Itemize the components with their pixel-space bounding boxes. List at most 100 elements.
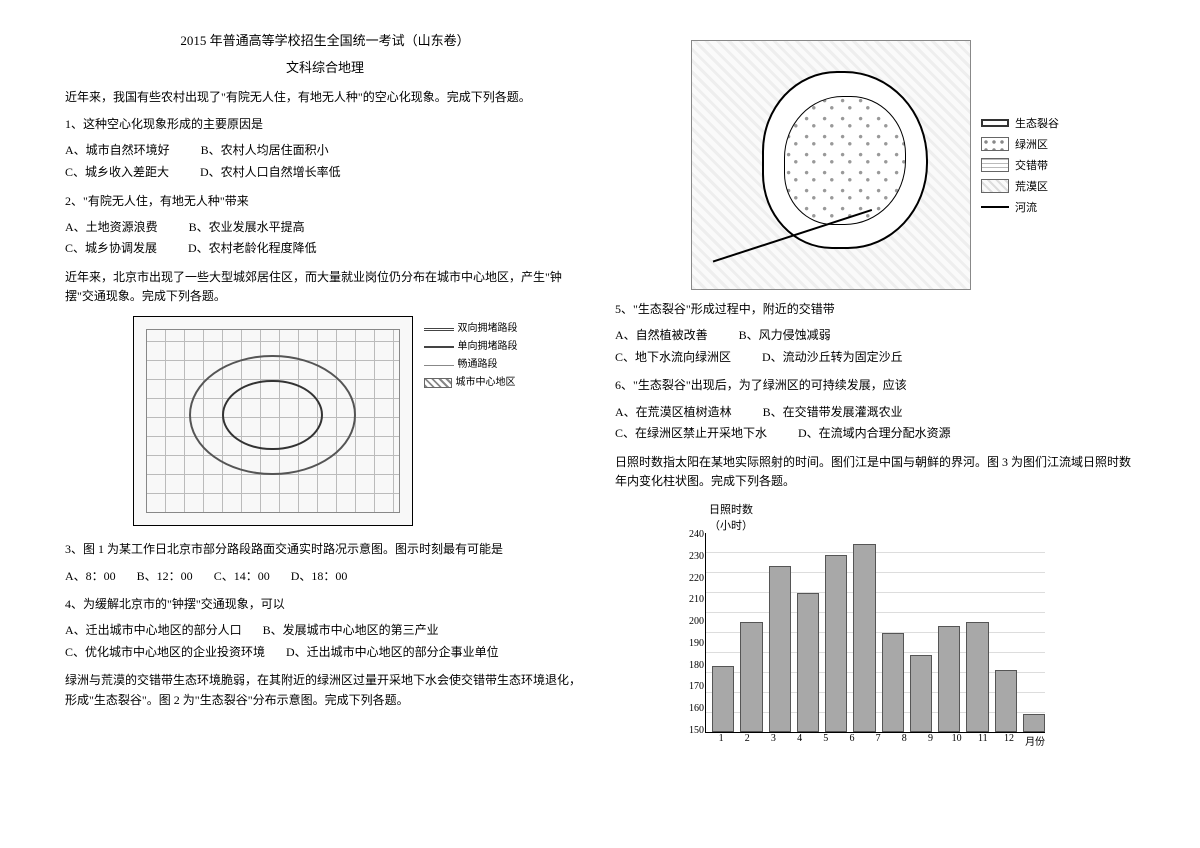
chart-title-1: 日照时数 [709, 501, 1045, 517]
exam-title-2: 文科综合地理 [65, 57, 585, 76]
figure-1: 双向拥堵路段 单向拥堵路段 畅通路段 城市中心地区 [65, 316, 585, 530]
chart-xtick: 5 [816, 733, 836, 748]
q6-opt-b: B、在交错带发展灌溉农业 [763, 402, 903, 424]
exam-title-1: 2015 年普通高等学校招生全国统一考试（山东卷） [65, 30, 585, 49]
chart-bar [740, 622, 762, 733]
q1-stem: 1、这种空心化现象形成的主要原因是 [65, 115, 585, 134]
q2-opt-a: A、土地资源浪费 [65, 217, 158, 239]
q4-opt-d: D、迁出城市中心地区的部分企事业单位 [286, 642, 499, 664]
chart-bar [825, 555, 847, 732]
q5-options: A、自然植被改善 B、风力侵蚀减弱 C、地下水流向绿洲区 D、流动沙丘转为固定沙… [615, 325, 1135, 368]
chart-ytick: 220 [674, 573, 704, 584]
q6-opt-d: D、在流域内合理分配水资源 [798, 423, 951, 445]
chart-bar [938, 626, 960, 732]
q3-options: A、8：00 B、12：00 C、14：00 D、18：00 [65, 566, 585, 588]
left-column: 2015 年普通高等学校招生全国统一考试（山东卷） 文科综合地理 近年来，我国有… [50, 30, 600, 818]
legend-d: 城市中心地区 [456, 377, 516, 388]
q6-stem: 6、"生态裂谷"出现后，为了绿洲区的可持续发展，应该 [615, 376, 1135, 395]
chart-xlabel-suffix: 月份 [1025, 733, 1045, 748]
q4-opt-a: A、迁出城市中心地区的部分人口 [65, 620, 242, 642]
q6-opt-a: A、在荒漠区植树造林 [615, 402, 732, 424]
q1-options: A、城市自然环境好 B、农村人均居住面积小 C、城乡收入差距大 D、农村人口自然… [65, 140, 585, 183]
chart-ytick: 190 [674, 638, 704, 649]
q4-opt-b: B、发展城市中心地区的第三产业 [263, 620, 439, 642]
chart-xtick: 3 [763, 733, 783, 748]
chart-ytick: 200 [674, 616, 704, 627]
q5-opt-b: B、风力侵蚀减弱 [739, 325, 831, 347]
intro-2: 近年来，北京市出现了一些大型城郊居住区，而大量就业岗位仍分布在城市中心地区，产生… [65, 268, 585, 306]
q3-opt-d: D、18：00 [291, 566, 348, 588]
chart-ytick: 160 [674, 703, 704, 714]
q2-stem: 2、"有院无人住，有地无人种"带来 [65, 192, 585, 211]
chart-xtick: 1 [711, 733, 731, 748]
q4-stem: 4、为缓解北京市的"钟摆"交通现象，可以 [65, 595, 585, 614]
chart-ytick: 170 [674, 681, 704, 692]
chart-xtick: 4 [790, 733, 810, 748]
chart-bars [712, 533, 1045, 732]
eco-legend-desert: 荒漠区 [1015, 178, 1048, 194]
q4-options: A、迁出城市中心地区的部分人口 B、发展城市中心地区的第三产业 C、优化城市中心… [65, 620, 585, 663]
eco-legend-mix: 交错带 [1015, 157, 1048, 173]
sunshine-bar-chart: 240230220210200190180170160150 [705, 533, 1045, 733]
chart-xtick: 9 [920, 733, 940, 748]
chart-xtick: 2 [737, 733, 757, 748]
chart-xtick: 6 [842, 733, 862, 748]
legend-c: 畅通路段 [458, 359, 498, 370]
figure-2: 生态裂谷 绿洲区 交错带 荒漠区 河流 [615, 40, 1135, 290]
legend-a: 双向拥堵路段 [458, 323, 518, 334]
chart-title-2: （小时） [709, 517, 1045, 533]
chart-ytick: 210 [674, 594, 704, 605]
chart-bar [910, 655, 932, 732]
chart-bar [1023, 714, 1045, 732]
chart-ytick: 180 [674, 660, 704, 671]
q5-opt-a: A、自然植被改善 [615, 325, 708, 347]
chart-bar [797, 593, 819, 732]
q1-opt-d: D、农村人口自然增长率低 [200, 162, 341, 184]
q2-opt-c: C、城乡协调发展 [65, 238, 157, 260]
q5-stem: 5、"生态裂谷"形成过程中，附近的交错带 [615, 300, 1135, 319]
q5-opt-d: D、流动沙丘转为固定沙丘 [762, 347, 903, 369]
eco-legend-oasis: 绿洲区 [1015, 136, 1048, 152]
chart-xtick: 10 [947, 733, 967, 748]
beijing-map [133, 316, 413, 526]
chart-xtick: 8 [894, 733, 914, 748]
q3-opt-b: B、12：00 [137, 566, 193, 588]
q2-options: A、土地资源浪费 B、农业发展水平提高 C、城乡协调发展 D、农村老龄化程度降低 [65, 217, 585, 260]
chart-xtick: 7 [868, 733, 888, 748]
chart-ytick: 230 [674, 551, 704, 562]
figure-1-legend: 双向拥堵路段 单向拥堵路段 畅通路段 城市中心地区 [424, 316, 518, 391]
q2-opt-d: D、农村老龄化程度降低 [188, 238, 317, 260]
right-column: 生态裂谷 绿洲区 交错带 荒漠区 河流 5、"生态裂谷"形成过程中，附近的交错带… [600, 30, 1150, 818]
q4-opt-c: C、优化城市中心地区的企业投资环境 [65, 642, 265, 664]
chart-bar [966, 622, 988, 733]
legend-b: 单向拥堵路段 [458, 341, 518, 352]
chart-bar [995, 670, 1017, 732]
chart-bar [769, 566, 791, 732]
chart-ytick: 150 [674, 725, 704, 736]
eco-legend-river: 河流 [1015, 199, 1037, 215]
chart-xtick: 12 [999, 733, 1019, 748]
chart-ytick: 240 [674, 529, 704, 540]
chart-bar [853, 544, 875, 732]
eco-legend-gap: 生态裂谷 [1015, 115, 1059, 131]
q1-opt-b: B、农村人均居住面积小 [201, 140, 329, 162]
chart-bar [712, 666, 734, 732]
q6-opt-c: C、在绿洲区禁止开采地下水 [615, 423, 767, 445]
chart-xticks: 123456789101112月份 [711, 733, 1045, 748]
intro-1: 近年来，我国有些农村出现了"有院无人住，有地无人种"的空心化现象。完成下列各题。 [65, 88, 585, 107]
ecological-map [691, 40, 971, 290]
intro-4: 日照时数指太阳在某地实际照射的时间。图们江是中国与朝鲜的界河。图 3 为图们江流… [615, 453, 1135, 491]
chart-xtick: 11 [973, 733, 993, 748]
q6-options: A、在荒漠区植树造林 B、在交错带发展灌溉农业 C、在绿洲区禁止开采地下水 D、… [615, 402, 1135, 445]
q3-stem: 3、图 1 为某工作日北京市部分路段路面交通实时路况示意图。图示时刻最有可能是 [65, 540, 585, 559]
q1-opt-a: A、城市自然环境好 [65, 140, 170, 162]
figure-3: 日照时数 （小时） 240230220210200190180170160150… [615, 501, 1135, 748]
chart-bar [882, 633, 904, 733]
chart-yticks: 240 230 220 210 200 190 180 170 160 150 [674, 529, 704, 736]
figure-2-legend: 生态裂谷 绿洲区 交错带 荒漠区 河流 [981, 110, 1059, 220]
q5-opt-c: C、地下水流向绿洲区 [615, 347, 731, 369]
q3-opt-a: A、8：00 [65, 566, 116, 588]
q3-opt-c: C、14：00 [214, 566, 270, 588]
q1-opt-c: C、城乡收入差距大 [65, 162, 169, 184]
intro-3: 绿洲与荒漠的交错带生态环境脆弱，在其附近的绿洲区过量开采地下水会使交错带生态环境… [65, 671, 585, 709]
